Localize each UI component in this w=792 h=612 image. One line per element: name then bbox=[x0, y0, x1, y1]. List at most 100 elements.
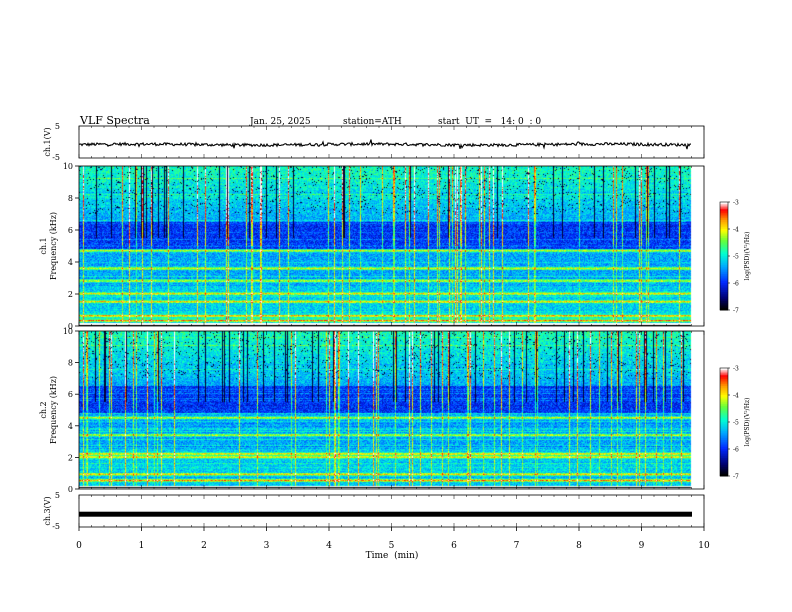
colorbar-segment bbox=[720, 432, 728, 436]
colorbar-segment bbox=[720, 301, 728, 304]
ch3-ytick-top: 5 bbox=[55, 491, 60, 500]
colorbar-segment bbox=[720, 378, 728, 382]
colorbar-segment bbox=[720, 274, 728, 277]
colorbar-segment bbox=[720, 427, 728, 430]
freq-tick-label: 8 bbox=[68, 194, 73, 203]
colorbar-segment bbox=[720, 270, 728, 273]
colorbar-segment bbox=[720, 400, 728, 403]
colorbar-segment bbox=[720, 238, 728, 241]
colorbar-segment bbox=[720, 203, 728, 207]
colorbar-segment bbox=[720, 304, 728, 307]
ch3-voltage-ylabel: ch.3(V) bbox=[43, 496, 52, 525]
ch1-voltage-ylabel: ch.1(V) bbox=[43, 127, 52, 156]
freq-tick-label: 8 bbox=[68, 359, 73, 368]
ch2-spectrogram-ylabel-channel: ch.2 bbox=[39, 401, 48, 418]
time-tick-label: 3 bbox=[264, 541, 270, 551]
colorbar-segment bbox=[720, 308, 728, 311]
colorbar-segment bbox=[720, 454, 728, 457]
colorbar-segment bbox=[720, 234, 728, 237]
colorbar-segment bbox=[720, 423, 728, 427]
colorbar-tick-label: -5 bbox=[733, 254, 739, 261]
colorbar-segment bbox=[720, 277, 728, 280]
colorbar-segment bbox=[720, 283, 728, 286]
colorbar-segment bbox=[720, 463, 728, 466]
colorbar-segment bbox=[720, 382, 728, 385]
colorbar-segment bbox=[720, 265, 728, 268]
colorbar-segment bbox=[720, 284, 728, 288]
colorbar-segment bbox=[720, 281, 728, 284]
colorbar-segment bbox=[720, 416, 728, 419]
colorbar-segment bbox=[720, 409, 728, 412]
freq-tick-label: 0 bbox=[68, 485, 73, 494]
colorbar-segment bbox=[720, 229, 728, 232]
freq-tick-label: 10 bbox=[63, 327, 73, 336]
freq-tick-label: 4 bbox=[68, 258, 73, 267]
date-label: Jan. 25, 2025 bbox=[249, 117, 311, 127]
time-tick-label: 1 bbox=[139, 541, 145, 551]
colorbar-segment bbox=[720, 467, 728, 470]
colorbar-segment bbox=[720, 420, 728, 423]
station-label: station=ATH bbox=[343, 117, 402, 127]
colorbar-segment bbox=[720, 259, 728, 262]
colorbar-segment bbox=[720, 202, 728, 205]
colorbar-segment bbox=[720, 275, 728, 279]
time-tick-label: 6 bbox=[451, 541, 457, 551]
freq-tick-label: 4 bbox=[68, 422, 73, 431]
colorbar-segment bbox=[720, 232, 728, 235]
ch1-spectrogram-ylabel: Frequency (kHz) bbox=[49, 212, 58, 280]
colorbar-segment bbox=[720, 205, 728, 208]
colorbar-tick-label: -4 bbox=[733, 227, 739, 234]
time-tick-label: 2 bbox=[201, 541, 207, 551]
colorbar-segment bbox=[720, 456, 728, 459]
time-axis-label: Time (min) bbox=[366, 550, 419, 561]
ch1-spectrogram bbox=[79, 166, 704, 326]
colorbar-segment bbox=[720, 458, 728, 461]
colorbar-segment bbox=[720, 302, 728, 306]
colorbar-segment bbox=[720, 472, 728, 475]
colorbar-segment bbox=[720, 422, 728, 425]
colorbar-segment bbox=[720, 227, 728, 230]
ch1-spectrogram-image-holder bbox=[79, 166, 704, 326]
ch2-colorbar: -3 -4 -5 -6 -7 log(PSD)(V²/Hz) bbox=[719, 366, 751, 481]
colorbar-segment bbox=[720, 266, 728, 270]
ch1-colorbar: -3 -4 -5 -6 -7 log(PSD)(V²/Hz) bbox=[719, 200, 751, 315]
colorbar-segment bbox=[720, 461, 728, 464]
colorbar-segment bbox=[720, 373, 728, 376]
colorbar-segment bbox=[720, 243, 728, 246]
colorbar-segment bbox=[720, 389, 728, 392]
colorbar-segment bbox=[720, 241, 728, 244]
colorbar-tick-label: -6 bbox=[733, 281, 739, 288]
colorbar-segment bbox=[720, 248, 728, 252]
colorbar-segment bbox=[720, 368, 728, 371]
colorbar-segment bbox=[720, 431, 728, 434]
colorbar-segment bbox=[720, 212, 728, 216]
colorbar-segment bbox=[720, 250, 728, 253]
colorbar-segment bbox=[720, 306, 728, 309]
colorbar-segment bbox=[720, 414, 728, 418]
colorbar-segment bbox=[720, 295, 728, 298]
colorbar-segment bbox=[720, 236, 728, 239]
colorbar-segment bbox=[720, 209, 728, 212]
colorbar-segment bbox=[720, 220, 728, 223]
freq-tick-label: 10 bbox=[63, 162, 73, 171]
colorbar-segment bbox=[720, 449, 728, 452]
colorbar-segment bbox=[720, 279, 728, 282]
colorbar-segment bbox=[720, 407, 728, 410]
freq-tick-label: 2 bbox=[68, 290, 73, 299]
colorbar-segment bbox=[720, 384, 728, 387]
colorbar-segment bbox=[720, 256, 728, 259]
ch3-voltage-trace bbox=[79, 511, 692, 517]
colorbar-tick-label: -6 bbox=[733, 447, 739, 454]
ch1-freq-axis: 0 2 4 6 8 10 bbox=[63, 162, 79, 331]
ch1-spectrogram-panel: 0 2 4 6 8 10 ch.1 Frequency (kHz) -3 -4 -5 -6 -7 l… bbox=[39, 162, 751, 331]
colorbar-segment bbox=[720, 369, 728, 373]
colorbar-segment bbox=[720, 405, 728, 409]
colorbar-segment bbox=[720, 268, 728, 271]
colorbar-segment bbox=[720, 292, 728, 295]
ch3-voltage-panel: 5 -5 ch.3(V) 0 1 2 3 4 5 6 7 8 9 10 Time (min) bbox=[43, 126, 710, 561]
colorbar-segment bbox=[720, 216, 728, 219]
colorbar-segment bbox=[720, 450, 728, 454]
colorbar-segment bbox=[720, 429, 728, 432]
colorbar-segment bbox=[720, 436, 728, 439]
colorbar-segment bbox=[720, 371, 728, 374]
